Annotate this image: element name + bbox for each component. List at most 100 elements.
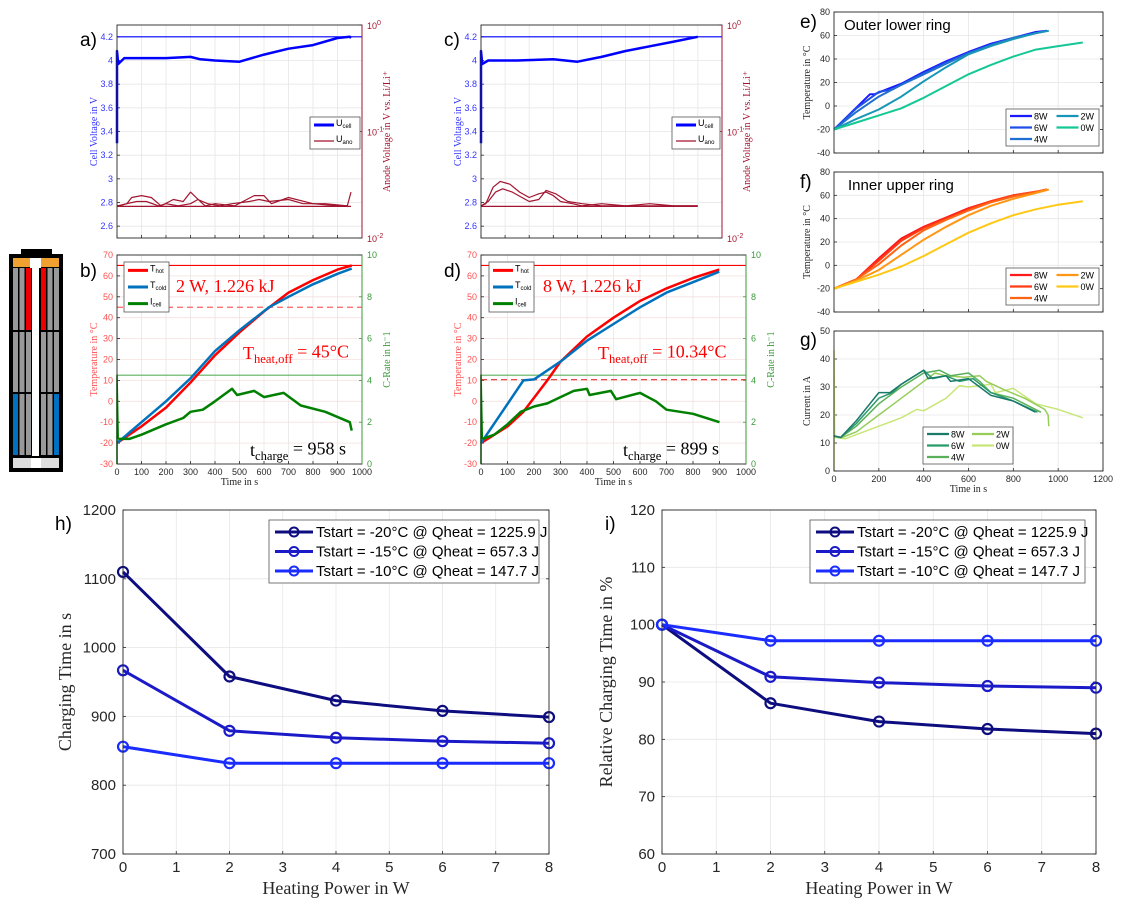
legend-entry: 6W bbox=[951, 441, 965, 451]
legend-entry: Tstart = -15°C @ Qheat = 657.3 J bbox=[857, 544, 1080, 561]
legend-entry-main: I bbox=[515, 297, 518, 307]
series-line-4W2 bbox=[833, 188, 1048, 290]
legend-entry: 6W bbox=[1034, 123, 1048, 133]
data-point bbox=[223, 724, 236, 737]
y-tick-label: 4.2 bbox=[100, 32, 113, 42]
cell-segment bbox=[47, 268, 53, 330]
cell-segment bbox=[26, 332, 31, 392]
legend-entry: 0W bbox=[1081, 282, 1095, 292]
legend-entry: 2W bbox=[1081, 112, 1095, 122]
x-axis-label: Time in s bbox=[221, 477, 259, 488]
tick-exponent: 0 bbox=[737, 20, 741, 27]
tick-exponent: -2 bbox=[377, 233, 383, 240]
legend-entry-main: T bbox=[515, 263, 521, 273]
y2-tick-label: 10 bbox=[367, 250, 377, 260]
annotation: Theat,off = 45°C bbox=[243, 341, 349, 365]
y-tick-label: 0 bbox=[825, 466, 830, 476]
x-axis-label: Heating Power in W bbox=[262, 878, 409, 898]
y-tick-label: 2.8 bbox=[100, 198, 113, 208]
series-line-8W4 bbox=[833, 369, 1036, 439]
annotation: tcharge = 958 s bbox=[250, 438, 346, 462]
x-tick-label: 6 bbox=[438, 859, 446, 876]
legend-entry: Tstart = -20°C @ Qheat = 1225.9 J bbox=[316, 524, 547, 541]
y-tick-label: 80 bbox=[820, 7, 830, 17]
legend-entry: Icell bbox=[150, 297, 162, 309]
y-tick-label: 3.8 bbox=[100, 79, 113, 89]
x-tick-label: 300 bbox=[553, 467, 568, 477]
y-tick-label: 3.8 bbox=[464, 79, 477, 89]
y-tick-label: 20 bbox=[820, 78, 830, 88]
tick-exponent: -2 bbox=[737, 233, 743, 240]
legend-entry: Tstart = -15°C @ Qheat = 657.3 J bbox=[316, 544, 539, 561]
y-tick-label: 50 bbox=[467, 292, 477, 302]
cell-terminal bbox=[21, 249, 52, 257]
y-tick-label: 10 bbox=[103, 375, 113, 385]
panel-letter: a) bbox=[80, 30, 97, 51]
legend-entry-main: U bbox=[698, 134, 705, 144]
legend-entry: 4W bbox=[951, 453, 965, 463]
y-tick-label: 3.2 bbox=[464, 150, 477, 160]
y-tick-label: 50 bbox=[820, 326, 830, 336]
x-tick-label: 1 bbox=[172, 859, 180, 876]
x-tick-label: 7 bbox=[492, 859, 500, 876]
y-tick-label: 60 bbox=[103, 271, 113, 281]
legend-entry: Thot bbox=[150, 263, 164, 275]
legend-entry: Tstart = -20°C @ Qheat = 1225.9 J bbox=[857, 524, 1088, 541]
series-line-0 bbox=[115, 35, 352, 144]
y-tick-label: -20 bbox=[100, 438, 113, 448]
series-line-1 bbox=[117, 191, 352, 207]
y-tick-label: -20 bbox=[817, 284, 830, 294]
y-axis-label: Cell Voltage in V bbox=[453, 96, 464, 166]
x-tick-label: 1000 bbox=[736, 467, 756, 477]
x-tick-label: 0 bbox=[114, 467, 119, 477]
y-tick-label: 70 bbox=[638, 789, 655, 806]
x-tick-label: 4 bbox=[332, 859, 340, 876]
annotation-main: T bbox=[243, 343, 254, 363]
x-tick-label: 4 bbox=[875, 859, 883, 876]
cell-segment bbox=[41, 394, 46, 455]
x-tick-label: 1000 bbox=[352, 467, 372, 477]
cell-segment bbox=[47, 332, 53, 392]
annotation: 2 W, 1.226 kJ bbox=[176, 276, 275, 296]
x-tick-label: 700 bbox=[659, 467, 674, 477]
x-tick-label: 2 bbox=[766, 859, 774, 876]
y-tick-label: 0 bbox=[825, 260, 830, 270]
legend-marker bbox=[288, 526, 300, 538]
panel-b: 0 100 200 300 400 500 600 700 800 900 1000-30-20-1… bbox=[80, 250, 393, 488]
legend-entry-subscript: cold bbox=[521, 286, 532, 292]
series-line-Tstart0 bbox=[661, 623, 1097, 736]
x-tick-label: 100 bbox=[134, 467, 149, 477]
x-tick-label: 600 bbox=[961, 474, 976, 484]
y-tick-label: 10 bbox=[467, 375, 477, 385]
legend-marker bbox=[288, 546, 300, 557]
x-tick-label: 5 bbox=[385, 859, 393, 876]
y-tick-label: 20 bbox=[467, 355, 477, 365]
axes-frame bbox=[833, 171, 1104, 313]
legend-entry-subscript: ano bbox=[343, 140, 354, 146]
legend-entry: 4W bbox=[1034, 294, 1048, 304]
data-point bbox=[436, 704, 449, 717]
y-tick-label: 800 bbox=[91, 777, 116, 794]
y-tick-label: 60 bbox=[820, 31, 830, 41]
series-line-3 bbox=[118, 387, 353, 441]
data-point bbox=[223, 670, 236, 683]
x-tick-label: 600 bbox=[632, 467, 647, 477]
y-axis-label: Temperature in °C bbox=[453, 322, 464, 396]
cell-segment bbox=[26, 394, 31, 455]
panel-letter: e) bbox=[800, 12, 817, 33]
panel-letter: b) bbox=[80, 261, 97, 282]
data-point bbox=[764, 697, 777, 710]
y-tick-label: 1100 bbox=[84, 571, 116, 588]
x-tick-label: 900 bbox=[330, 467, 345, 477]
y-tick-label: -40 bbox=[817, 148, 830, 158]
legend-entry-subscript: hot bbox=[156, 269, 165, 275]
y-tick-label: 80 bbox=[638, 731, 655, 748]
cell-segment bbox=[54, 332, 59, 392]
y2-tick-label: 10-2 bbox=[727, 233, 743, 244]
legend-entry: Tcold bbox=[150, 280, 167, 292]
x-axis-label: Time in s bbox=[595, 477, 633, 488]
cell-segment bbox=[47, 394, 53, 455]
tick-exponent: -1 bbox=[737, 127, 743, 134]
y-tick-label: -30 bbox=[100, 459, 113, 469]
